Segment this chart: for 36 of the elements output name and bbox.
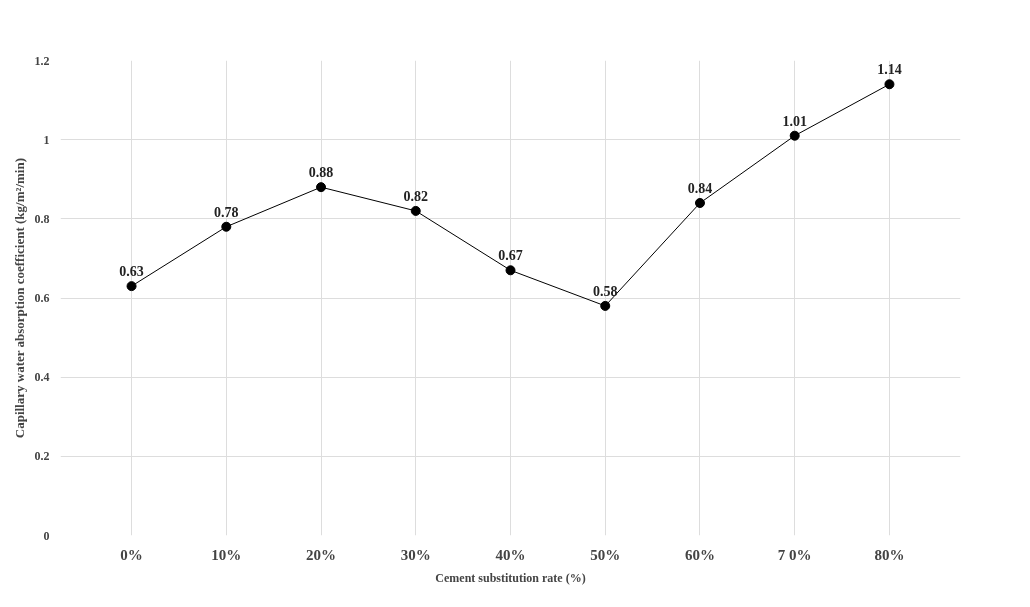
point	[221, 221, 232, 232]
data-label: 0.67	[498, 248, 523, 264]
data-label: 0.88	[308, 165, 334, 181]
x-tick-label: 80%	[874, 546, 905, 563]
x-tick-label: 10%	[211, 546, 242, 563]
point	[884, 79, 895, 90]
point	[126, 281, 137, 292]
x-tick-label: 20%	[306, 546, 337, 563]
data-label: 0.63	[119, 264, 144, 280]
x-tick-label: 40%	[495, 546, 526, 563]
point	[694, 198, 705, 208]
y-tick-label: 1	[43, 132, 50, 147]
point	[600, 300, 611, 311]
x-tick-label: 50%	[590, 546, 621, 563]
y-tick-label: 0	[43, 528, 50, 543]
y-tick-label: 0.8	[34, 211, 50, 226]
x-tick-label: 7 0%	[777, 546, 812, 563]
data-label: 1.01	[782, 113, 807, 129]
x-axis-title: Cement substitution rate (%)	[435, 570, 586, 585]
y-tick-label: 0.4	[34, 370, 50, 385]
point	[505, 265, 516, 276]
y-tick-label: 1.2	[34, 53, 50, 68]
point	[789, 130, 800, 141]
data-label: 0.84	[687, 181, 713, 196]
y-tick-label: 0.2	[34, 449, 50, 464]
x-tick-label: 30%	[400, 546, 431, 563]
data-label: 0.58	[592, 283, 618, 299]
y-axis-title: Capillary water absorption coefficient (kg/m²/min)	[11, 157, 27, 439]
x-tick-label: 60%	[684, 546, 715, 563]
data-label: 1.14	[877, 62, 902, 78]
x-tick-label: 0%	[120, 546, 143, 563]
y-tick-label: 0.6	[34, 291, 50, 305]
point	[410, 205, 421, 216]
point	[316, 182, 327, 193]
data-label: 0.78	[214, 204, 239, 220]
data-label: 0.82	[403, 188, 429, 204]
